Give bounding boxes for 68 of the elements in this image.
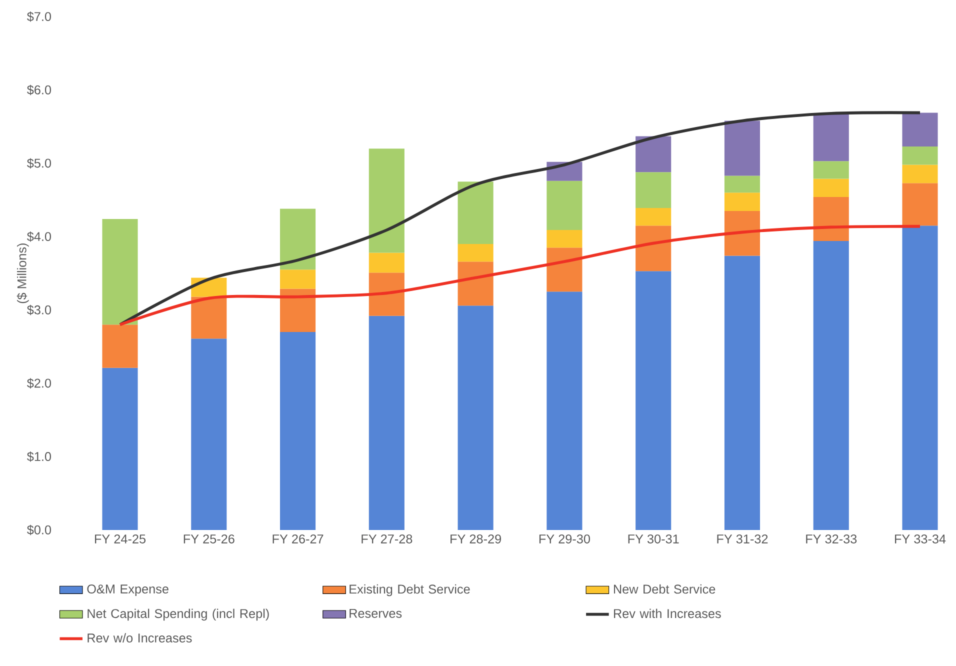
x-tick-label: FY 27-28 — [362, 534, 412, 544]
bar — [546, 292, 582, 530]
bar — [813, 161, 849, 179]
bar — [546, 230, 582, 248]
x-tick-label: FY 33-34 — [895, 534, 946, 544]
x-tick-label: FY 25-26 — [184, 534, 234, 544]
y-tick-label: $6.0 — [27, 84, 52, 96]
bar — [280, 288, 316, 332]
bar — [724, 256, 760, 530]
y-tick-label: $0.0 — [27, 524, 52, 536]
bar — [368, 252, 404, 273]
bar — [724, 210, 760, 256]
legend-label: Existing Debt Service — [350, 584, 470, 596]
bar — [458, 244, 494, 262]
legend-label: Rev w/o Increases — [88, 633, 192, 642]
y-tick-label: $2.0 — [27, 378, 52, 388]
bar — [636, 271, 672, 530]
y-tick-label: $5.0 — [27, 158, 52, 168]
bar — [902, 164, 938, 184]
bar — [368, 316, 404, 530]
legend-label: Rev with Increases — [614, 608, 721, 618]
y-tick-label: $3.0 — [27, 304, 52, 316]
bar — [280, 208, 316, 270]
bar — [813, 241, 849, 530]
line-series — [118, 224, 922, 326]
legend-label: New Debt Service — [614, 584, 716, 594]
bar — [902, 226, 938, 530]
bar — [280, 332, 316, 530]
y-tick-label: $4.0 — [27, 232, 52, 242]
bar — [458, 306, 494, 530]
bar — [191, 296, 227, 339]
bar — [636, 226, 672, 272]
bar — [724, 176, 760, 193]
bar — [636, 208, 672, 226]
bar — [813, 113, 849, 162]
bar — [546, 180, 582, 230]
bar — [636, 136, 672, 172]
x-tick-label: FY 31-32 — [717, 534, 768, 544]
bar — [102, 324, 138, 368]
bar — [191, 338, 227, 530]
legend-label: Net Capital Spending (incl Repl) — [88, 608, 269, 621]
bar — [813, 197, 849, 242]
x-tick-label: FY 26-27 — [272, 534, 324, 544]
bar — [102, 219, 138, 325]
bar — [280, 270, 316, 289]
bar — [458, 182, 494, 244]
x-tick-label: FY 29-30 — [539, 534, 590, 544]
x-tick-label: FY 24-25 — [95, 534, 146, 544]
y-tick-label: $1.0 — [27, 452, 52, 462]
legend-label: O&M Expense — [87, 584, 168, 596]
legend-label: Reserves — [350, 608, 402, 618]
x-tick-label: FY 28-29 — [450, 534, 501, 544]
bar — [368, 272, 404, 316]
y-tick-label: $7.0 — [27, 12, 52, 22]
bar — [813, 178, 849, 198]
bar — [458, 262, 494, 306]
bar — [724, 120, 760, 176]
bar — [724, 192, 760, 211]
bar — [636, 172, 672, 208]
bar — [902, 146, 938, 165]
bar — [368, 148, 404, 253]
x-tick-label: FY 30-31 — [628, 534, 679, 544]
bar — [102, 368, 138, 530]
x-tick-label: FY 32-33 — [806, 534, 857, 544]
bar — [902, 183, 938, 226]
bar — [546, 248, 582, 292]
y-axis-title: ($ Millions) — [16, 244, 29, 304]
bar — [902, 112, 938, 146]
